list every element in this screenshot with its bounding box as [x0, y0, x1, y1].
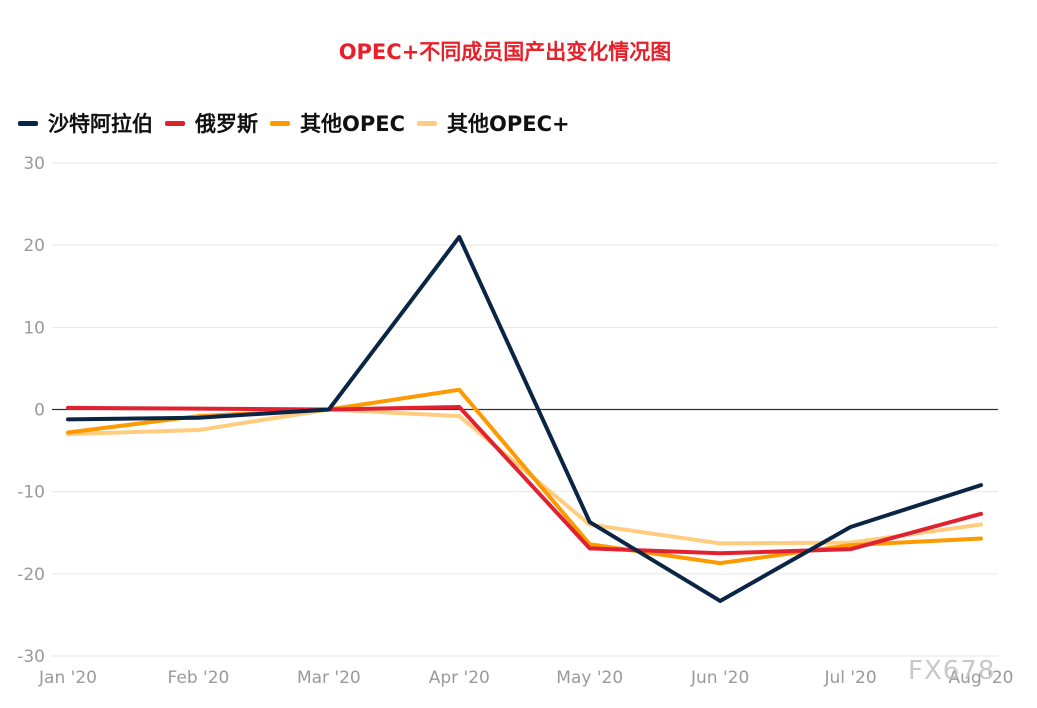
chart-legend: 沙特阿拉伯 俄罗斯 其他OPEC 其他OPEC+	[18, 108, 570, 138]
legend-swatch-other-opec	[270, 120, 290, 126]
y-tick-label: 10	[23, 318, 45, 338]
y-tick-label: 20	[23, 236, 45, 256]
x-tick-label: Feb '20	[168, 668, 230, 688]
legend-swatch-saudi	[18, 120, 38, 126]
x-tick-label: Mar '20	[297, 668, 361, 688]
x-tick-label: Apr '20	[429, 668, 490, 688]
x-tick-label: May '20	[556, 668, 623, 688]
legend-item-saudi[interactable]: 沙特阿拉伯	[18, 108, 153, 138]
series-line-other-opec-plus	[66, 407, 983, 546]
watermark: FX678	[908, 656, 996, 686]
legend-swatch-russia	[165, 120, 185, 126]
legend-item-other-opec-plus[interactable]: 其他OPEC+	[417, 108, 570, 138]
y-tick-label: 0	[34, 401, 45, 421]
legend-item-russia[interactable]: 俄罗斯	[165, 108, 258, 138]
legend-label-russia: 俄罗斯	[195, 112, 258, 136]
legend-label-saudi: 沙特阿拉伯	[48, 112, 153, 136]
legend-swatch-other-opec-plus	[417, 120, 437, 126]
legend-item-other-opec[interactable]: 其他OPEC	[270, 108, 405, 138]
x-tick-label: Jan '20	[38, 668, 97, 688]
y-tick-label: -20	[17, 565, 45, 585]
y-tick-label: 30	[23, 154, 45, 174]
legend-label-other-opec: 其他OPEC	[300, 112, 405, 136]
x-tick-label: Jul '20	[823, 668, 876, 688]
y-tick-label: -30	[17, 647, 45, 667]
y-tick-label: -10	[17, 483, 45, 503]
x-tick-label: Jun '20	[690, 668, 749, 688]
x-tick-label: Aug '20	[949, 668, 1014, 688]
series-line-saudi	[66, 234, 983, 603]
legend-label-other-opec-plus: 其他OPEC+	[447, 112, 570, 136]
series-line-russia	[66, 405, 983, 556]
chart-title: OPEC+不同成员国产出变化情况图	[338, 40, 672, 64]
